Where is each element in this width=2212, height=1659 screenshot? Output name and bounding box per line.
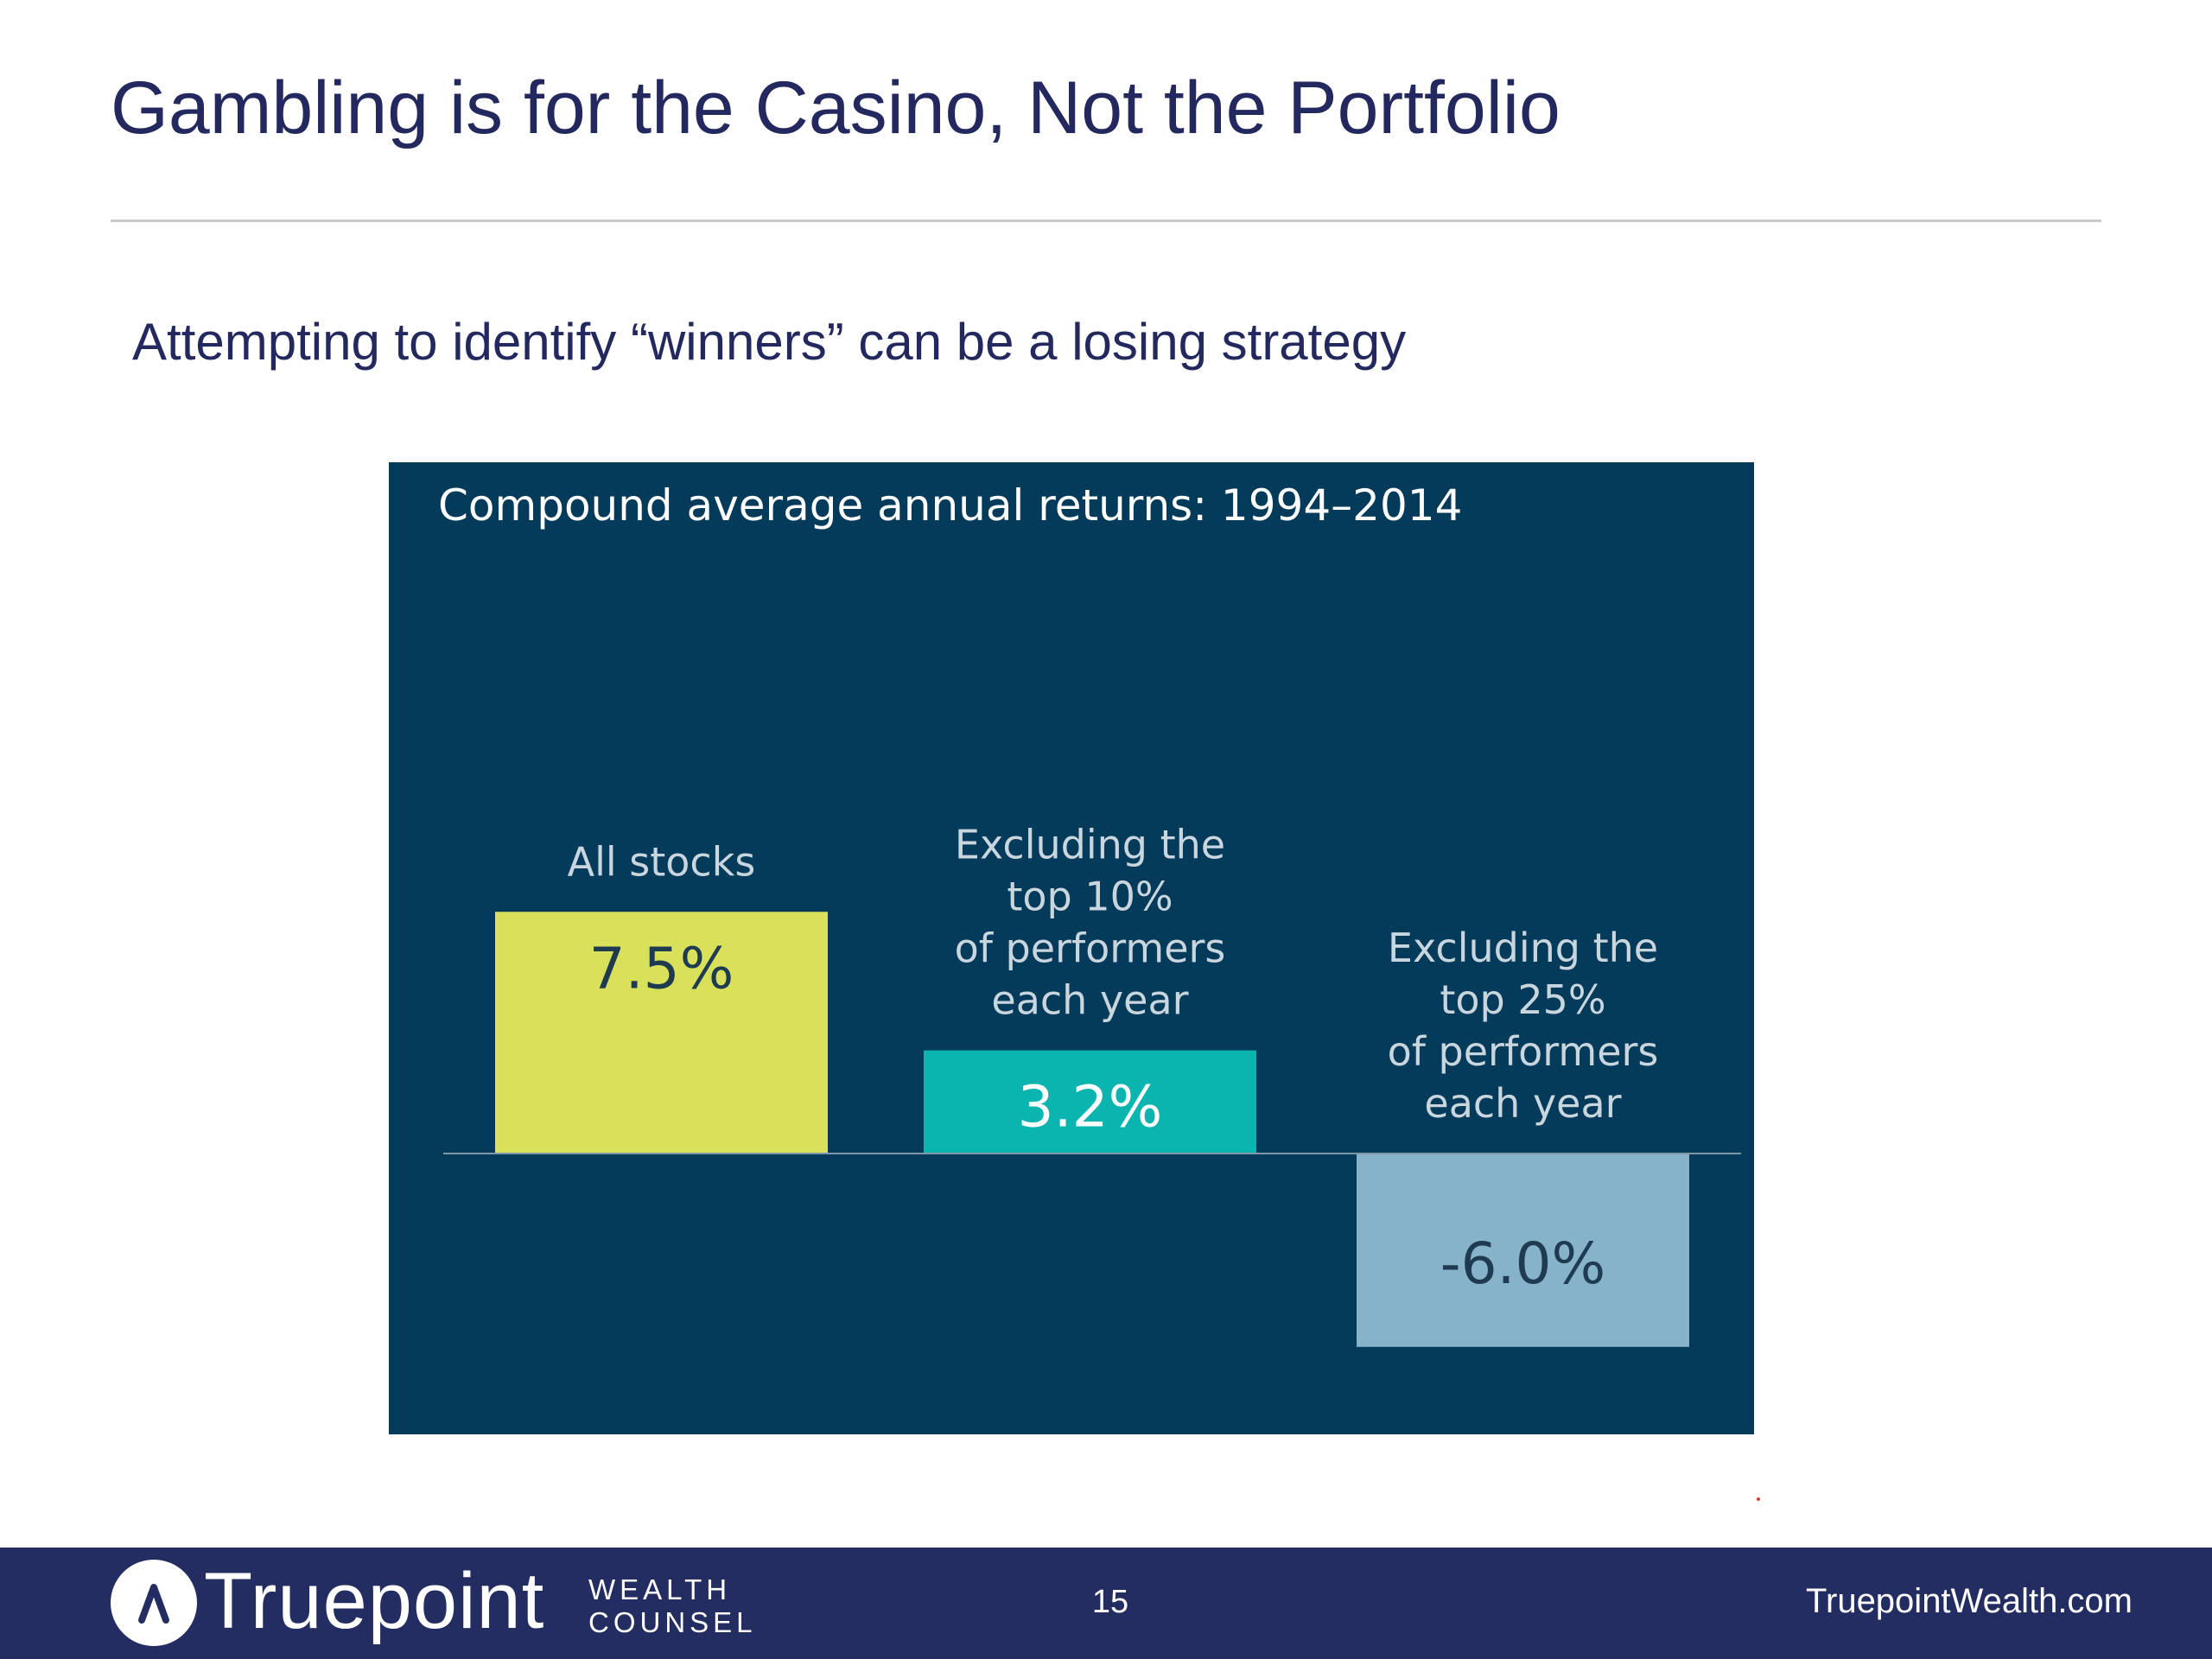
bar-1	[495, 912, 828, 1154]
category-label-2: Excluding the top 10% of performers each ye…	[955, 822, 1226, 1024]
slide-subtitle: Attempting to identify “winners” can be …	[132, 313, 1407, 371]
category-label-3: Excluding the top 25% of performers each ye…	[1388, 925, 1659, 1127]
bar-value-label-2: 3.2%	[1018, 1074, 1163, 1141]
brand-sub-wealth: WEALTH	[588, 1573, 732, 1605]
bar-value-label-3: -6.0%	[1440, 1230, 1606, 1297]
title-divider	[111, 219, 2101, 222]
category-label-1: All stocks	[568, 838, 756, 885]
returns-chart-svg: Compound average annual returns: 1994–20…	[438, 480, 1741, 1347]
brand-name: Truepoint	[204, 1557, 545, 1645]
bar-value-label-1: 7.5%	[589, 935, 734, 1001]
bar-3	[1357, 1154, 1689, 1347]
chart-title: Compound average annual returns: 1994–20…	[438, 480, 1462, 531]
slide-title: Gambling is for the Casino, Not the Port…	[111, 67, 1560, 149]
page-number: 15	[1091, 1584, 1129, 1620]
brand-sub-counsel: COUNSEL	[588, 1606, 757, 1638]
truepoint-logo-icon	[111, 1560, 197, 1646]
red-dot-mark	[1757, 1497, 1760, 1501]
footer-bar: Truepoint WEALTH COUNSEL 15 TruepointWea…	[0, 1548, 2212, 1659]
bar-2	[924, 1050, 1256, 1154]
website-link[interactable]: TruepointWealth.com	[1806, 1582, 2133, 1620]
returns-chart: Compound average annual returns: 1994–20…	[389, 462, 1754, 1434]
